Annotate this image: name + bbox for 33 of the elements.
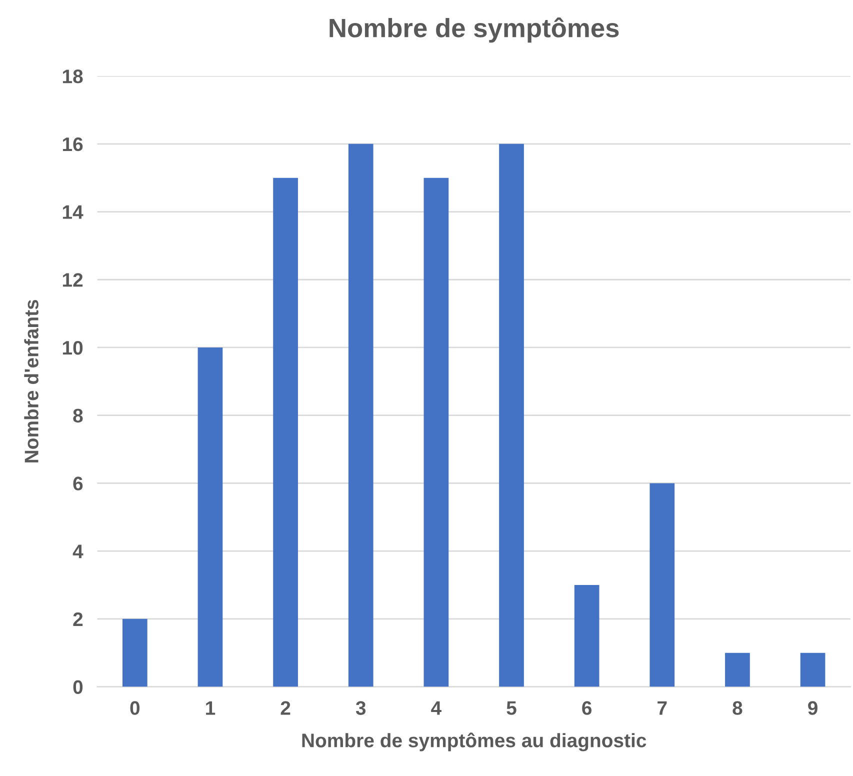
bar <box>650 483 675 687</box>
y-tick-label: 14 <box>62 205 84 219</box>
x-tick-label: 4 <box>431 701 442 715</box>
x-tick-label: 9 <box>808 701 818 715</box>
bar <box>348 144 374 687</box>
y-tick-label: 0 <box>73 680 83 694</box>
bar <box>198 347 223 687</box>
y-tick-label: 8 <box>73 408 83 423</box>
x-tick-label: 3 <box>356 701 366 715</box>
x-tick-label: 1 <box>206 701 216 715</box>
bar <box>424 178 449 687</box>
x-tick-label: 7 <box>658 701 667 715</box>
y-tick-label: 2 <box>73 612 83 626</box>
y-tick-label: 6 <box>73 476 83 490</box>
y-tick-label: 10 <box>62 340 83 355</box>
x-tick-label: 2 <box>280 701 290 715</box>
bar <box>725 652 750 687</box>
x-tick-label: 5 <box>506 701 516 715</box>
bar <box>499 144 524 687</box>
y-tick-label: 4 <box>72 544 84 558</box>
x-tick-label: 6 <box>582 701 592 715</box>
bar <box>273 178 298 687</box>
y-tick-label: 18 <box>62 70 83 84</box>
bar <box>122 618 148 687</box>
bar <box>800 652 826 687</box>
x-tick-label: 0 <box>130 701 140 715</box>
y-tick-label: 16 <box>62 137 83 152</box>
bar <box>574 584 600 687</box>
x-axis-title: Nombre de symptômes au diagnostic <box>302 732 646 752</box>
y-tick-label: 12 <box>62 273 83 287</box>
y-axis-title: Nombre d'enfants <box>24 300 38 462</box>
chart-title: Nombre de symptômes <box>330 17 619 43</box>
x-tick-label: 8 <box>732 701 742 715</box>
